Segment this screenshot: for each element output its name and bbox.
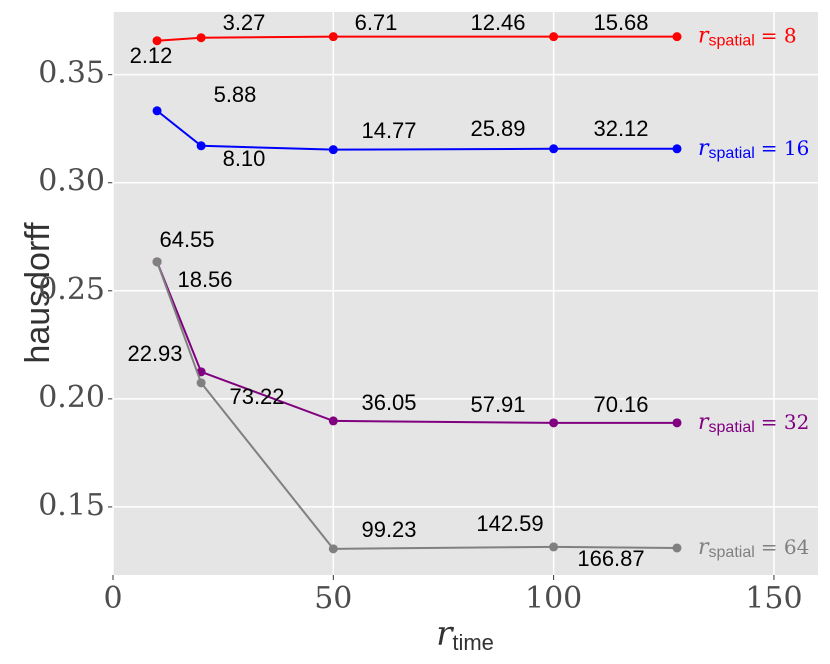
series-label-sub: spatial: [709, 33, 755, 50]
point-label: 25.89: [470, 116, 525, 141]
data-point: [549, 542, 559, 552]
x-tick-label: 0: [103, 581, 122, 616]
series-label-sub: spatial: [709, 145, 755, 162]
point-label: 2.12: [130, 43, 173, 68]
x-tick-label: 150: [745, 581, 802, 616]
point-label: 73.22: [229, 384, 284, 409]
point-label: 22.93: [127, 341, 182, 366]
point-label: 15.68: [593, 10, 648, 35]
data-point: [328, 32, 338, 42]
series-label-rest: = 8: [761, 23, 797, 47]
y-tick-label: 0.20: [38, 380, 105, 415]
y-tick-label: 0.35: [38, 56, 105, 91]
point-label: 64.55: [159, 227, 214, 252]
data-point: [196, 141, 206, 151]
series-label-base: r: [698, 136, 710, 161]
data-point: [196, 378, 206, 388]
point-label: 32.12: [593, 116, 648, 141]
point-label: 57.91: [470, 392, 525, 417]
y-axis-label: hausdorff: [19, 222, 57, 364]
data-point: [328, 544, 338, 554]
y-tick-label: 0.15: [38, 488, 105, 523]
data-point: [672, 543, 682, 553]
point-label: 8.10: [223, 146, 266, 171]
data-point: [672, 32, 682, 42]
data-point: [328, 416, 338, 426]
data-point: [549, 418, 559, 428]
point-label: 12.46: [470, 10, 525, 35]
x-label-base: r: [436, 614, 454, 654]
data-point: [672, 418, 682, 428]
point-label: 14.77: [361, 118, 416, 143]
series-label-sub: spatial: [709, 544, 755, 561]
y-tick-label: 0.30: [38, 164, 105, 199]
point-label: 36.05: [361, 390, 416, 415]
point-label: 70.16: [593, 392, 648, 417]
series-label: rspatial = 16: [698, 135, 809, 162]
point-label: 99.23: [361, 517, 416, 542]
point-label: 6.71: [355, 10, 398, 35]
data-point: [152, 257, 162, 267]
series-label-base: r: [698, 535, 710, 560]
series-label: rspatial = 64: [698, 534, 809, 561]
data-point: [328, 145, 338, 155]
plot-panel: [113, 12, 818, 575]
point-label: 5.88: [214, 82, 257, 107]
series-label: rspatial = 8: [698, 23, 797, 50]
point-label: 166.87: [577, 546, 644, 571]
data-point: [672, 144, 682, 154]
series-label-base: r: [698, 24, 710, 49]
series-label: rspatial = 32: [698, 409, 809, 436]
data-point: [549, 144, 559, 154]
series-label-sub: spatial: [709, 419, 755, 436]
x-tick-label: 50: [314, 581, 352, 616]
x-tick-label: 100: [525, 581, 582, 616]
point-label: 142.59: [476, 511, 543, 536]
data-point: [549, 32, 559, 42]
series-label-rest: = 32: [761, 409, 810, 433]
series-label-base: r: [698, 410, 710, 435]
point-label: 18.56: [177, 267, 232, 292]
data-point: [196, 33, 206, 43]
data-point: [152, 36, 162, 46]
data-point: [152, 106, 162, 116]
x-axis-label: rtime: [436, 614, 494, 655]
x-label-sub: time: [452, 630, 494, 655]
series-label-rest: = 64: [761, 534, 810, 558]
point-label: 3.27: [223, 10, 266, 35]
series-label-rest: = 16: [761, 135, 810, 159]
y-tick-label: 0.25: [38, 272, 105, 307]
